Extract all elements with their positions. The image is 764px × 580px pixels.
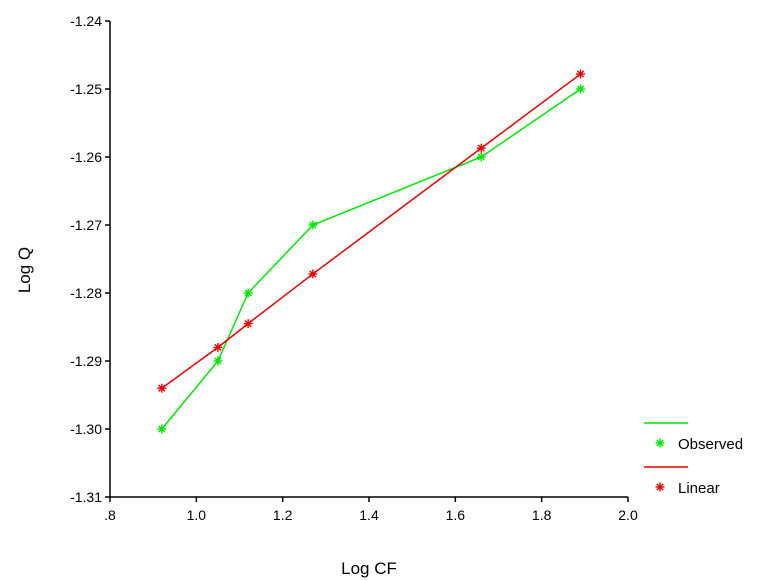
y-tick-label: -1.30 (70, 421, 102, 437)
y-tick-label: -1.26 (70, 149, 102, 165)
series-layer (157, 69, 586, 434)
x-tick-label: .8 (104, 507, 116, 523)
x-tick-label: 1.6 (446, 507, 466, 523)
legend-label-linear: Linear (678, 480, 720, 497)
series-line-observed (161, 88, 581, 430)
y-tick-label: -1.31 (70, 489, 102, 505)
data-point-observed (476, 152, 486, 162)
x-axis-ticks: .8 1.0 1.2 1.4 1.6 1.8 2.0 (104, 497, 638, 523)
data-point-linear (213, 342, 223, 352)
data-point-linear (576, 69, 586, 79)
x-axis-title: Log CF (341, 559, 397, 578)
y-tick-label: -1.25 (70, 81, 102, 97)
data-point-linear (308, 269, 318, 279)
legend-label-observed: Observed (678, 436, 743, 453)
legend: Observed Linear (644, 422, 743, 497)
y-tick-label: -1.28 (70, 285, 102, 301)
legend-marker-observed (655, 438, 665, 448)
x-tick-label: 1.0 (187, 507, 207, 523)
data-point-observed (157, 424, 167, 434)
x-tick-label: 1.8 (532, 507, 552, 523)
data-point-linear (157, 383, 167, 393)
y-axis-title: Log Q (15, 247, 34, 293)
legend-marker-linear (655, 482, 665, 492)
data-point-observed (213, 356, 223, 366)
series-line-linear (161, 73, 581, 389)
data-point-observed (308, 220, 318, 230)
x-tick-label: 1.4 (359, 507, 379, 523)
y-tick-label: -1.27 (70, 217, 102, 233)
x-tick-label: 1.2 (273, 507, 293, 523)
y-axis-ticks: -1.24 -1.25 -1.26 -1.27 -1.28 -1.29 -1.30 -1.31 (70, 13, 110, 505)
data-point-linear (243, 319, 253, 329)
x-tick-label: 2.0 (618, 507, 638, 523)
y-tick-label: -1.29 (70, 353, 102, 369)
data-point-observed (243, 288, 253, 298)
data-point-linear (476, 143, 486, 153)
data-point-observed (576, 84, 586, 94)
axes (109, 21, 628, 498)
y-tick-label: -1.24 (70, 13, 102, 29)
